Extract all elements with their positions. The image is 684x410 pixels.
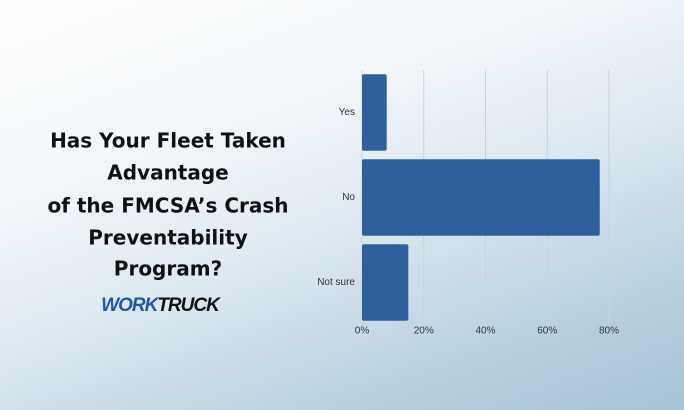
x-tick-label: 60% — [537, 326, 557, 337]
bar — [362, 159, 600, 236]
x-tick-label: 80% — [599, 326, 619, 337]
x-tick-label: 40% — [475, 326, 495, 337]
logo-part: WORK — [101, 295, 159, 316]
logo-part: TRUCK — [157, 295, 221, 316]
y-tick-label: Not sure — [317, 277, 355, 288]
title-line: Advantage — [107, 161, 229, 185]
x-tick-label: 20% — [414, 326, 434, 337]
logo: WORKTRUCK — [101, 295, 221, 316]
title-line: Preventability — [88, 226, 247, 250]
y-tick-label: Yes — [339, 107, 355, 118]
bar — [362, 244, 409, 321]
y-tick-label: No — [342, 192, 355, 203]
bar — [362, 74, 387, 151]
title-line: Has Your Fleet Taken — [50, 129, 286, 153]
x-tick-label: 0% — [355, 326, 370, 337]
title-line: Program? — [114, 257, 222, 281]
title-line: of the FMCSA’s Crash — [47, 194, 288, 218]
